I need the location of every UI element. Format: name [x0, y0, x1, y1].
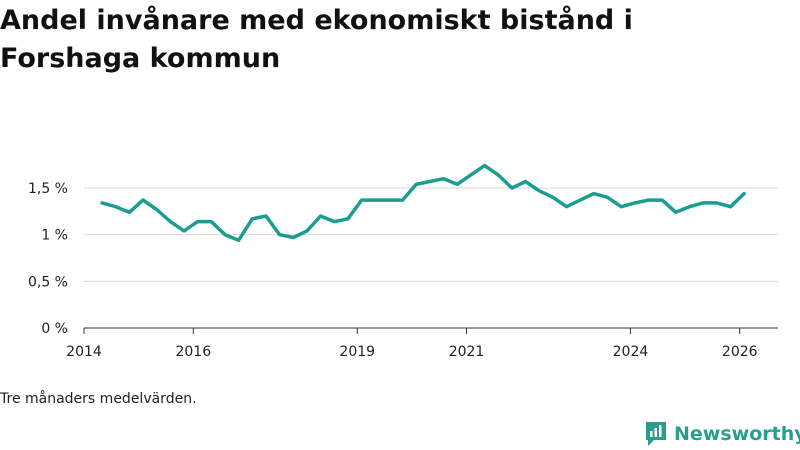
data-point [360, 198, 363, 202]
data-point [251, 217, 254, 220]
chart-title: Andel invånare med ekonomiskt bistånd i … [0, 5, 633, 74]
x-tick-label: 2016 [175, 344, 211, 360]
data-point [415, 183, 418, 186]
data-point [305, 229, 309, 233]
data-point [264, 214, 268, 218]
brand-name: Newsworthy [674, 423, 800, 445]
x-tick-label: 2019 [339, 344, 375, 360]
data-point [114, 205, 117, 208]
data-point [346, 217, 350, 220]
data-point [182, 229, 186, 233]
data-point [196, 220, 199, 223]
data-point [210, 220, 213, 223]
data-point [333, 220, 336, 223]
data-point [483, 164, 486, 167]
data-point [606, 196, 609, 199]
grid-lines [84, 187, 778, 282]
x-tick-label: 2024 [613, 344, 649, 360]
data-point [141, 198, 145, 202]
data-point [319, 214, 322, 218]
y-tick-label: 1,5 % [28, 181, 68, 197]
data-point [278, 233, 281, 236]
data-point [428, 180, 432, 183]
data-point [688, 205, 691, 208]
data-point [387, 198, 391, 202]
data-point [729, 205, 732, 208]
y-tick-label: 0 % [41, 321, 68, 337]
data-point [510, 186, 514, 190]
data-point [674, 211, 677, 214]
data-point [401, 198, 404, 202]
data-point [292, 236, 295, 239]
data-point [497, 173, 500, 177]
data-point [442, 177, 445, 180]
data-point [715, 201, 718, 205]
data-point [701, 201, 705, 205]
data-point [647, 198, 650, 202]
data-point [155, 208, 158, 211]
data-point [742, 192, 746, 195]
series-line [100, 163, 746, 243]
data-point [579, 198, 582, 202]
data-point [223, 233, 227, 236]
data-point [469, 173, 473, 177]
x-tick-label: 2021 [449, 344, 485, 360]
data-point [237, 239, 240, 242]
data-point [374, 198, 377, 202]
data-point [169, 220, 172, 223]
data-point [592, 192, 595, 195]
data-point [524, 180, 527, 183]
data-point [551, 196, 555, 199]
newsworthy-logo-icon [646, 422, 666, 446]
series-layer [100, 163, 746, 243]
data-point [538, 189, 541, 192]
y-tick-label: 0,5 % [28, 274, 68, 290]
data-point [128, 211, 131, 214]
data-point [661, 198, 664, 202]
brand-logo[interactable]: Newsworthy [644, 420, 800, 448]
x-tick-label: 2014 [66, 344, 102, 360]
y-tick-label: 1 % [41, 228, 68, 244]
data-point [456, 183, 459, 186]
data-point [100, 201, 104, 205]
chart-note: Tre månaders medelvärden. [0, 391, 197, 407]
x-tick-label: 2026 [722, 344, 758, 360]
data-point [620, 205, 623, 208]
data-point [633, 201, 636, 205]
y-axis: 0 % 0,5 % 1 % 1,5 % [28, 181, 68, 337]
data-point [565, 205, 568, 208]
x-axis: 2014 2016 2019 2021 2024 2026 [66, 327, 778, 360]
